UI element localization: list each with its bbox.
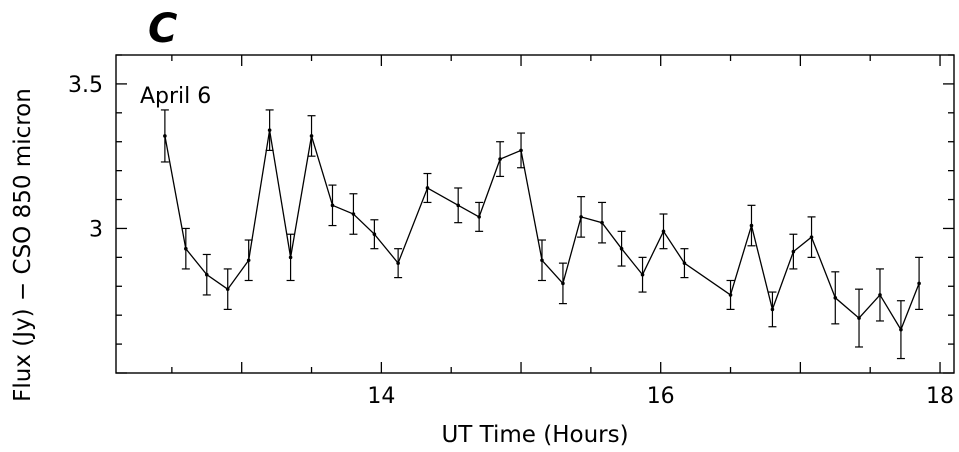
- data-point: [477, 215, 481, 219]
- data-point: [917, 281, 921, 286]
- data-series: [160, 109, 924, 360]
- data-point: [396, 261, 400, 265]
- data-point: [770, 307, 775, 312]
- x-tick-label: 18: [926, 384, 954, 409]
- data-point: [857, 316, 861, 320]
- data-point: [519, 148, 523, 153]
- data-point: [163, 134, 167, 138]
- data-point: [728, 293, 733, 297]
- y-tick-label: 3: [89, 217, 103, 242]
- data-point: [833, 296, 838, 300]
- data-point: [309, 134, 314, 138]
- panel-label: C: [148, 6, 177, 52]
- series-line: [164, 130, 920, 332]
- x-tick-label: 14: [367, 384, 395, 409]
- data-point: [749, 223, 754, 228]
- data-point: [561, 281, 565, 286]
- y-axis-label: Flux (Jy) − CSO 850 micron: [10, 88, 36, 402]
- data-point: [330, 203, 335, 208]
- data-point: [267, 128, 272, 132]
- axis-ticks: 14 16 18 3 3.5: [68, 54, 954, 409]
- data-point: [899, 327, 903, 332]
- x-tick-label: 16: [647, 384, 675, 409]
- data-point: [246, 258, 251, 263]
- data-point: [540, 258, 544, 263]
- data-point: [878, 293, 882, 297]
- data-point: [184, 246, 188, 251]
- data-point: [619, 246, 624, 251]
- data-point: [579, 215, 583, 219]
- data-point: [640, 272, 645, 277]
- data-point: [682, 261, 687, 265]
- data-point: [425, 186, 430, 190]
- data-point: [288, 255, 293, 260]
- data-point: [372, 232, 377, 237]
- plot-frame: [115, 54, 955, 374]
- data-point: [351, 212, 356, 216]
- x-axis-label: UT Time (Hours): [441, 422, 628, 448]
- data-point: [225, 287, 230, 291]
- data-point: [661, 229, 666, 234]
- data-point: [498, 157, 502, 161]
- data-point: [809, 235, 814, 239]
- data-point: [600, 220, 604, 225]
- data-point: [456, 203, 460, 208]
- date-annotation: April 6: [140, 84, 211, 109]
- y-tick-label: 3.5: [68, 73, 103, 98]
- data-point: [204, 272, 209, 277]
- data-point: [791, 249, 796, 254]
